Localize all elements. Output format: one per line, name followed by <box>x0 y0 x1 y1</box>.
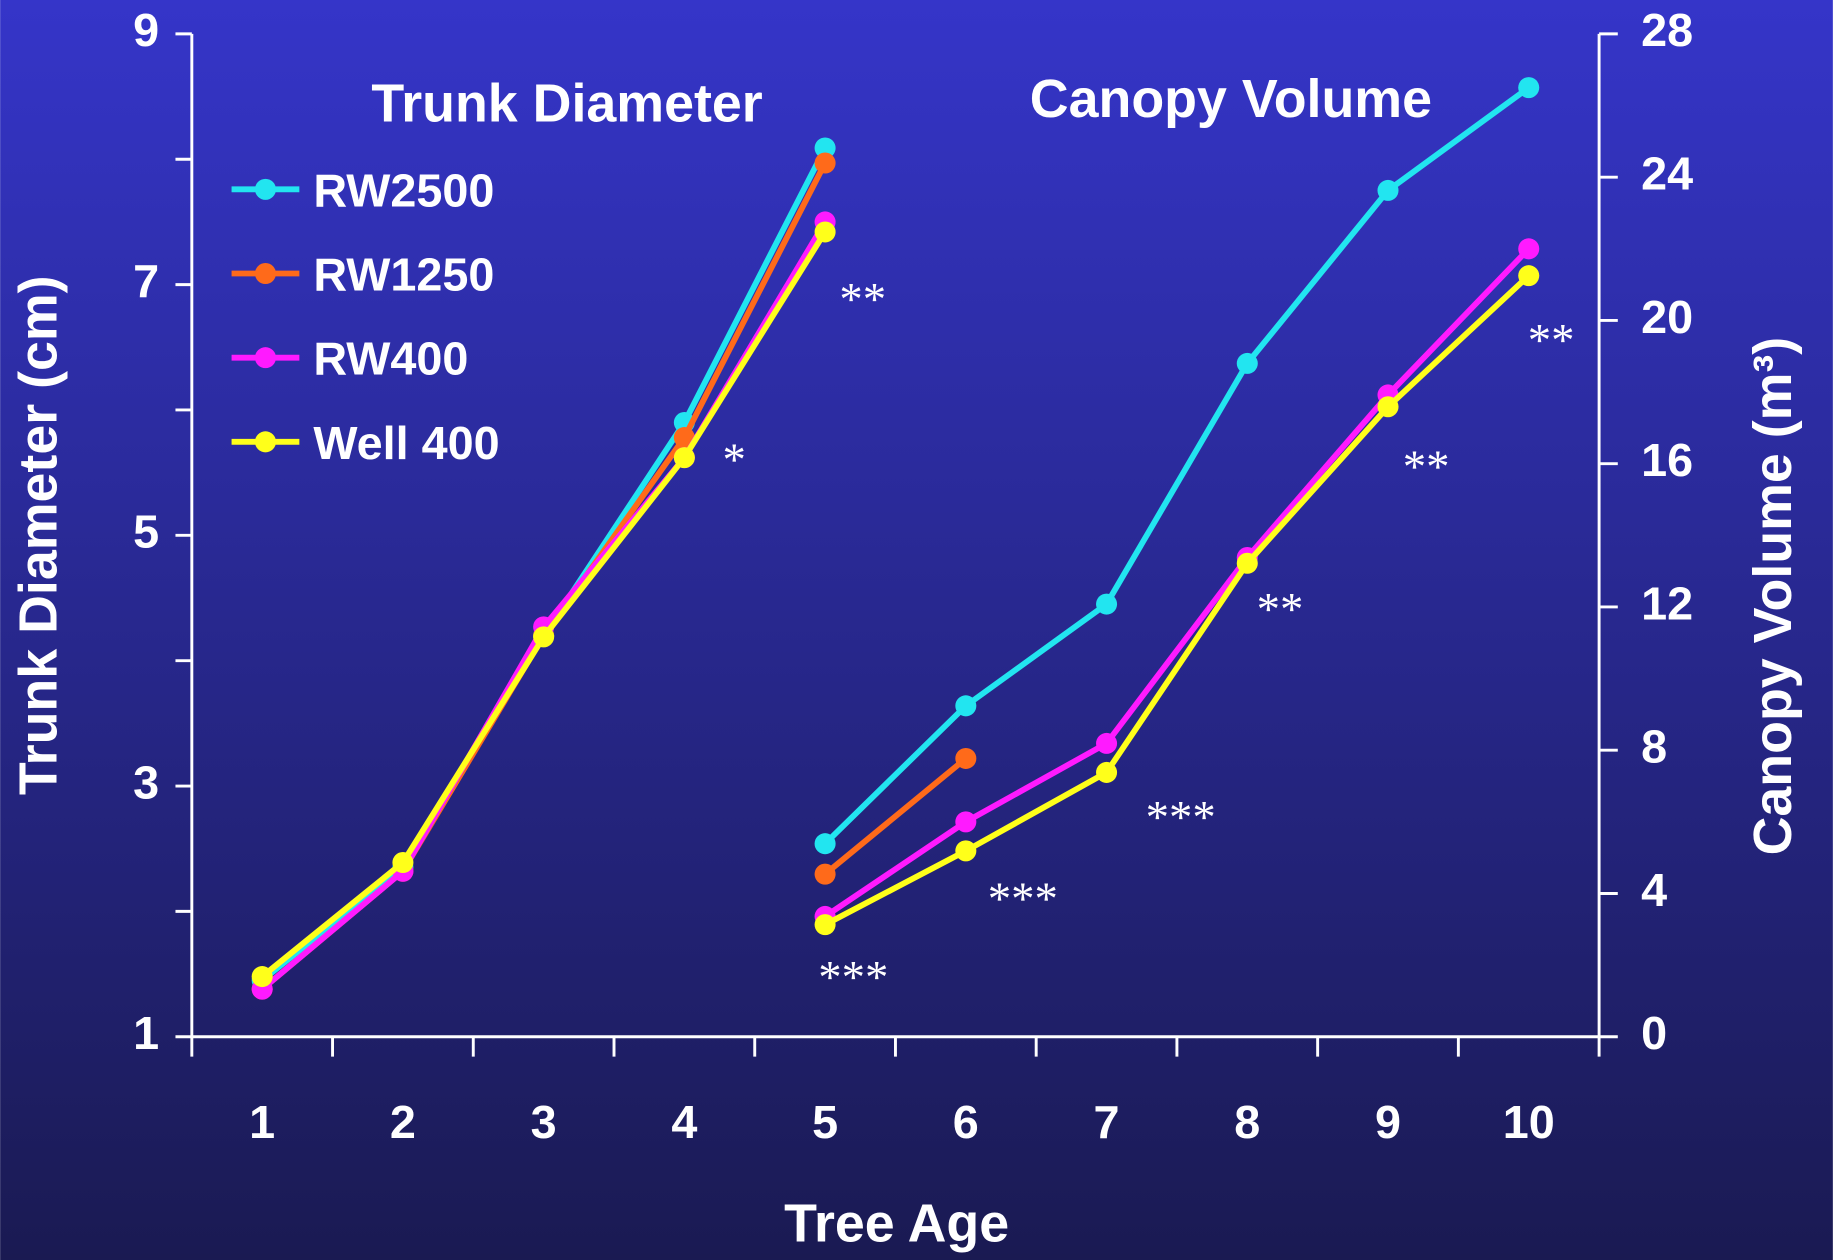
y-axis-title: Trunk Diameter (cm) <box>8 275 68 795</box>
data-point <box>814 152 836 174</box>
data-point <box>814 833 836 855</box>
x-tick-label: 9 <box>1375 1096 1401 1148</box>
x-axis-title: Tree Age <box>784 1193 1009 1253</box>
data-point <box>673 447 695 469</box>
y-tick-label: 5 <box>133 506 159 558</box>
data-point <box>673 427 695 449</box>
y2-tick-label: 0 <box>1641 1007 1667 1059</box>
y-tick-label: 3 <box>133 756 159 808</box>
data-point <box>1096 593 1118 615</box>
data-point <box>1518 238 1540 260</box>
y2-tick-label: 8 <box>1641 721 1667 773</box>
data-point <box>392 851 414 874</box>
data-point <box>1377 396 1399 418</box>
x-tick-label: 2 <box>390 1096 416 1148</box>
annotation: ** <box>839 274 886 326</box>
legend-marker <box>254 431 276 453</box>
series-line <box>823 246 1531 919</box>
series-line <box>823 85 1531 846</box>
data-point <box>1236 352 1258 374</box>
data-point <box>1518 265 1540 287</box>
legend-label: Well 400 <box>313 417 499 469</box>
panel-title: Canopy Volume <box>1030 69 1432 129</box>
data-point <box>814 914 836 936</box>
annotation: *** <box>818 952 888 1004</box>
annotation: ** <box>1403 441 1450 493</box>
data-point <box>955 811 977 833</box>
panel-title: Trunk Diameter <box>371 74 762 134</box>
x-tick-label: 3 <box>531 1096 557 1148</box>
data-point <box>814 221 836 243</box>
series-line <box>823 273 1531 928</box>
x-tick-label: 10 <box>1503 1096 1555 1148</box>
legend-label: RW1250 <box>313 249 494 301</box>
data-point <box>533 626 555 648</box>
legend-label: RW400 <box>313 333 468 385</box>
data-point <box>814 137 836 159</box>
annotation: *** <box>988 873 1058 925</box>
series-line <box>823 756 968 877</box>
x-tick-label: 8 <box>1234 1096 1260 1148</box>
y2-tick-label: 12 <box>1641 577 1693 629</box>
y2-axis-title: Canopy Volume (m³) <box>1743 337 1803 856</box>
legend-marker <box>254 262 276 285</box>
data-point <box>1096 732 1118 754</box>
data-point <box>1377 179 1399 201</box>
annotation: ** <box>1257 583 1304 635</box>
legend-marker <box>254 178 276 200</box>
data-point <box>251 966 273 988</box>
data-point <box>814 863 836 885</box>
y-tick-label: 7 <box>133 255 159 307</box>
data-point <box>955 695 977 717</box>
annotation: *** <box>1146 791 1216 843</box>
data-point <box>955 840 977 862</box>
y2-tick-label: 4 <box>1641 864 1667 916</box>
legend-marker <box>254 347 276 369</box>
y-tick-label: 9 <box>133 4 159 56</box>
y2-tick-label: 20 <box>1641 291 1693 343</box>
y2-tick-label: 24 <box>1641 148 1693 200</box>
y2-tick-label: 28 <box>1641 4 1693 56</box>
data-point <box>1096 761 1118 783</box>
y-tick-label: 1 <box>133 1007 159 1059</box>
x-tick-label: 7 <box>1094 1096 1120 1148</box>
data-point <box>955 747 977 769</box>
data-point <box>1518 77 1540 99</box>
y2-tick-label: 16 <box>1641 434 1693 486</box>
x-tick-label: 5 <box>812 1096 838 1148</box>
x-tick-label: 4 <box>671 1096 697 1148</box>
annotation: * <box>722 434 745 486</box>
x-tick-label: 6 <box>953 1096 979 1148</box>
legend-label: RW2500 <box>313 164 494 216</box>
data-point <box>1236 552 1258 574</box>
annotation: ** <box>1528 315 1575 367</box>
x-tick-label: 1 <box>249 1096 275 1148</box>
